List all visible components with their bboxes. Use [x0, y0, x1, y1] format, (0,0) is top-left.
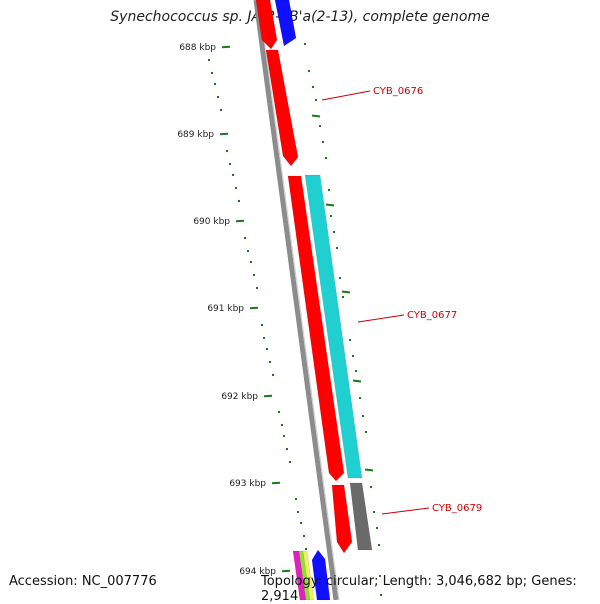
minor-tick	[250, 261, 252, 263]
minor-tick	[378, 544, 380, 546]
minor-tick	[370, 486, 372, 488]
minor-tick	[342, 296, 344, 298]
scale-label: 688 kbp	[179, 43, 216, 53]
minor-tick	[247, 250, 249, 252]
major-tick	[235, 219, 245, 223]
minor-tick	[365, 431, 367, 433]
gene-label[interactable]: CYB_0679	[432, 503, 482, 514]
gene-label-leader	[381, 507, 430, 515]
minor-tick	[208, 59, 210, 61]
backbone-line	[253, 0, 339, 600]
scale-label: 694 kbp	[239, 567, 276, 577]
minor-tick	[217, 96, 219, 98]
scale-label: 693 kbp	[229, 479, 266, 489]
minor-tick	[211, 72, 213, 74]
minor-tick	[266, 348, 268, 350]
minor-tick	[226, 150, 228, 152]
major-tick	[263, 394, 273, 398]
gene-label-leader	[321, 90, 371, 101]
minor-tick	[322, 141, 324, 143]
minor-tick	[379, 575, 381, 577]
minor-tick	[244, 237, 246, 239]
major-tick	[221, 45, 231, 49]
minor-tick	[300, 522, 302, 524]
backbone-highlight	[258, 0, 340, 600]
gene-yellow[interactable]	[302, 550, 315, 600]
minor-tick	[339, 277, 341, 279]
map-title: Synechococcus sp. JA-2-3B'a(2-13), compl…	[110, 9, 490, 25]
right-tick	[341, 290, 351, 294]
minor-tick	[295, 498, 297, 500]
minor-tick	[362, 415, 364, 417]
minor-tick	[289, 461, 291, 463]
minor-tick	[286, 448, 288, 450]
accession-text: Accession: NC_007776	[9, 574, 157, 589]
minor-tick	[352, 355, 354, 357]
minor-tick	[263, 337, 265, 339]
minor-tick	[278, 411, 280, 413]
minor-tick	[312, 86, 314, 88]
minor-tick	[261, 324, 263, 326]
minor-tick	[305, 548, 307, 550]
minor-tick	[253, 274, 255, 276]
major-tick	[219, 132, 229, 136]
minor-tick	[325, 157, 327, 159]
minor-tick	[235, 187, 237, 189]
gene-gray[interactable]	[349, 482, 373, 551]
gene-red-cyb0677[interactable]	[287, 175, 345, 482]
scale-label: 691 kbp	[207, 304, 244, 314]
gene-label-leader	[357, 314, 405, 323]
gene-magenta[interactable]	[292, 550, 307, 600]
minor-tick	[319, 125, 321, 127]
gene-label[interactable]: CYB_0677	[407, 310, 457, 321]
minor-tick	[281, 424, 283, 426]
gene-blue-bottom[interactable]	[311, 549, 331, 600]
minor-tick	[333, 231, 335, 233]
minor-tick	[349, 339, 351, 341]
major-tick	[271, 481, 281, 485]
minor-tick	[304, 43, 306, 45]
scale-label: 692 kbp	[221, 392, 258, 402]
right-tick	[364, 468, 374, 472]
scale-label: 689 kbp	[177, 130, 214, 140]
minor-tick	[214, 83, 216, 85]
gene-blue-top[interactable]	[274, 0, 297, 47]
minor-tick	[373, 511, 375, 513]
minor-tick	[315, 99, 317, 101]
gene-cyan[interactable]	[304, 174, 363, 479]
minor-tick	[283, 435, 285, 437]
minor-tick	[303, 535, 305, 537]
minor-tick	[256, 287, 258, 289]
minor-tick	[359, 397, 361, 399]
minor-tick	[376, 527, 378, 529]
right-tick	[352, 379, 362, 383]
minor-tick	[330, 215, 332, 217]
minor-tick	[232, 174, 234, 176]
minor-tick	[272, 374, 274, 376]
right-tick	[311, 114, 321, 118]
minor-tick	[308, 70, 310, 72]
gene-red-cyb0679[interactable]	[331, 484, 353, 554]
minor-tick	[229, 163, 231, 165]
major-tick	[281, 569, 291, 573]
minor-tick	[380, 594, 382, 596]
major-tick	[249, 306, 259, 310]
minor-tick	[336, 247, 338, 249]
minor-tick	[355, 370, 357, 372]
gene-red-top[interactable]	[255, 0, 278, 50]
right-tick	[325, 203, 335, 207]
gene-green[interactable]	[298, 550, 311, 600]
gene-red-cyb0676[interactable]	[265, 49, 299, 167]
minor-tick	[269, 361, 271, 363]
minor-tick	[238, 200, 240, 202]
minor-tick	[220, 109, 222, 111]
gene-label[interactable]: CYB_0676	[373, 86, 423, 97]
minor-tick	[297, 511, 299, 513]
minor-tick	[328, 189, 330, 191]
scale-label: 690 kbp	[193, 217, 230, 227]
